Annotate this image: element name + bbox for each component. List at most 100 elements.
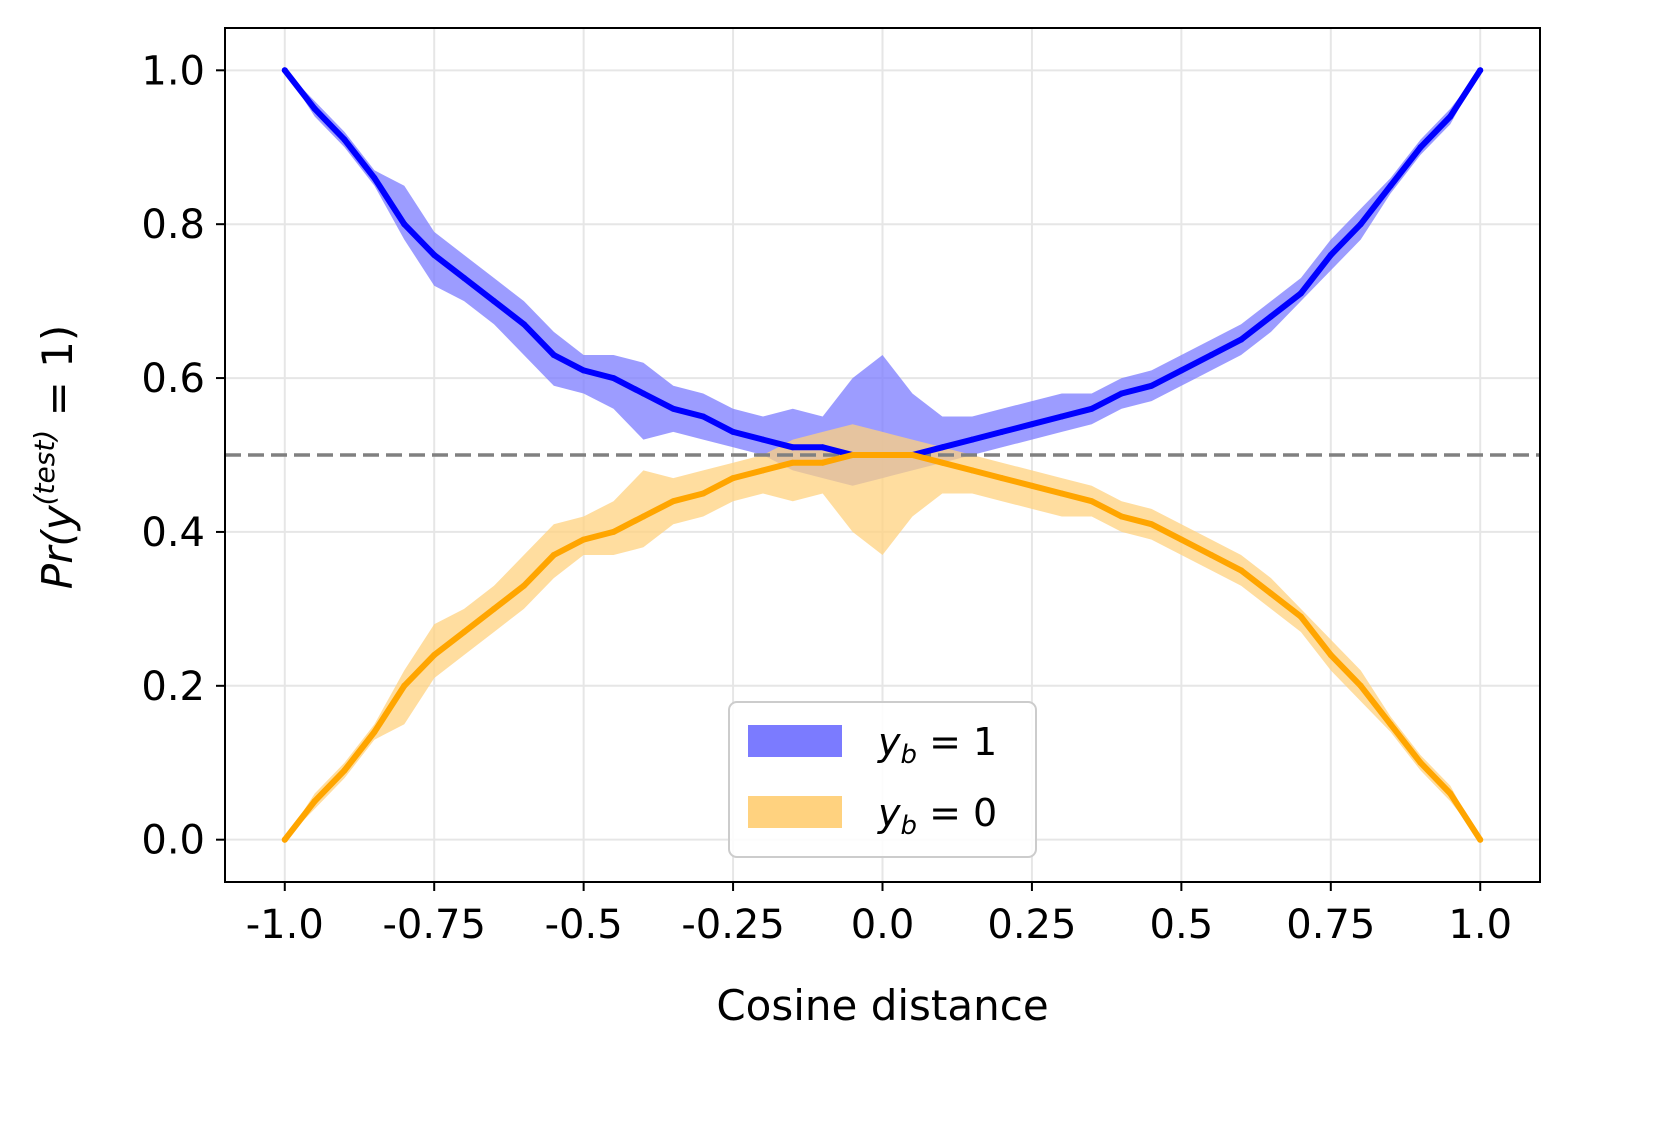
point-series-0-27 [1088,405,1095,412]
x-tick-label-2: -0.5 [545,902,623,948]
x-tick-label-5: 0.25 [987,902,1076,948]
point-series-0-11 [610,375,617,382]
y-tick-label-0: 0.0 [141,818,205,864]
band-series-1 [284,424,1481,840]
y-tick-label-3: 0.6 [141,356,205,402]
point-series-1-6 [461,629,468,635]
point-series-0-34 [1297,290,1304,297]
legend: yb = 1 yb = 0 [728,701,1037,858]
point-series-1-18 [819,459,826,466]
point-series-1-37 [1387,721,1394,728]
point-series-0-22 [939,444,946,451]
legend-label-y-b-0: yb = 0 [877,791,997,841]
y-tick-label-4: 0.8 [141,202,205,248]
y-tick-label-2: 0.4 [141,510,205,556]
point-series-1-12 [640,513,647,520]
point-series-1-31 [1208,552,1215,558]
x-tick-label-7: 0.75 [1286,902,1375,948]
point-series-0-18 [819,444,826,451]
point-series-1-24 [999,475,1005,482]
y-axis-title: Pr(y(test) = 1) [28,325,82,589]
point-series-0-15 [730,428,737,435]
point-series-1-9 [550,552,557,558]
point-series-1-16 [760,467,766,474]
y-tick-label-5: 1.0 [141,48,205,94]
point-series-0-10 [580,367,587,374]
point-series-0-4 [401,221,408,228]
x-tick-label-8: 1.0 [1448,902,1512,948]
point-series-0-38 [1417,144,1424,151]
point-series-1-40 [1477,836,1484,843]
legend-swatch-y-b-1 [748,725,842,757]
band-series-0 [284,70,1481,486]
y-axis-title-prefix: Pr(y [33,504,82,589]
point-series-0-28 [1118,390,1125,397]
point-series-0-16 [760,436,766,443]
x-tick-label-1: -0.75 [382,902,486,948]
x-tick-label-4: 0.0 [851,902,915,948]
point-series-0-6 [461,275,468,281]
point-series-1-36 [1357,682,1364,689]
point-series-1-0 [281,836,288,843]
point-series-1-11 [610,528,617,535]
point-series-1-33 [1268,590,1274,597]
legend-swatch-y-b-0 [748,796,842,828]
x-tick-label-3: -0.25 [681,902,785,948]
point-series-0-8 [520,321,527,328]
point-series-1-35 [1327,652,1334,658]
point-series-1-14 [700,490,707,497]
point-series-1-3 [371,729,378,735]
point-series-0-3 [371,175,378,181]
point-series-0-7 [491,298,497,305]
point-series-1-21 [909,452,916,458]
legend-label-y-b-1-var: y [877,720,901,764]
point-series-1-8 [520,582,527,589]
point-series-0-32 [1238,336,1245,343]
series-lines [281,67,1484,843]
point-series-1-27 [1088,498,1095,505]
point-series-0-40 [1477,67,1484,74]
point-series-0-14 [700,413,707,420]
point-series-1-26 [1058,490,1065,497]
point-series-0-25 [1028,421,1035,428]
point-series-1-15 [730,475,737,482]
point-series-1-29 [1148,521,1155,528]
point-series-1-23 [969,467,976,474]
y-axis-title-suffix: = 1) [33,325,82,430]
legend-label-y-b-1-rest: = 1 [917,720,997,764]
point-series-1-32 [1238,567,1245,574]
point-series-0-2 [341,136,348,143]
point-series-1-7 [491,605,497,612]
x-tick-label-6: 0.5 [1150,902,1214,948]
point-series-0-29 [1148,382,1155,389]
legend-label-y-b-0-var: y [877,791,901,835]
point-series-0-12 [640,390,647,397]
y-axis: 0.0 0.2 0.4 0.6 0.8 1.0 [141,48,225,864]
point-series-1-19 [849,452,856,458]
point-series-1-4 [401,682,408,689]
point-series-0-31 [1208,352,1215,358]
point-series-1-10 [580,536,587,543]
point-series-0-39 [1447,113,1454,120]
point-series-1-38 [1417,759,1424,766]
point-series-0-36 [1357,221,1364,228]
legend-label-y-b-1: yb = 1 [877,720,997,770]
point-series-1-22 [939,459,946,466]
x-axis-title: Cosine distance [716,981,1048,1030]
point-series-1-1 [311,798,318,805]
point-series-1-25 [1028,482,1035,489]
confidence-bands [284,70,1481,840]
point-series-0-24 [999,428,1005,435]
y-tick-label-1: 0.2 [141,664,205,710]
point-series-0-1 [311,105,318,112]
point-series-0-0 [281,67,288,74]
point-series-1-34 [1297,613,1304,620]
point-series-1-20 [879,452,886,458]
point-series-0-37 [1387,182,1394,189]
point-series-0-30 [1178,367,1185,374]
point-series-0-17 [789,444,796,451]
point-series-0-23 [969,436,976,443]
legend-label-y-b-0-rest: = 0 [917,791,997,835]
